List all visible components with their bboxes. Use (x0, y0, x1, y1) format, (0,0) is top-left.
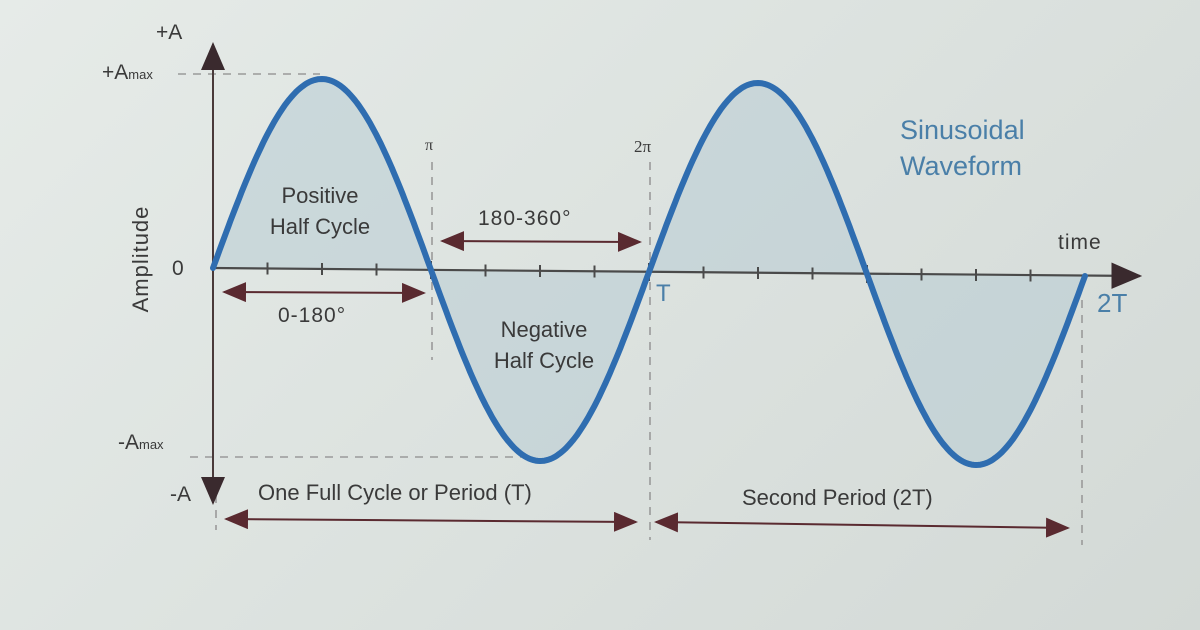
period-one-label: One Full Cycle or Period (T) (258, 480, 532, 505)
period-one-arrow (224, 509, 638, 532)
positive-line-2: Half Cycle (269, 214, 371, 239)
title-line-2: Waveform (900, 151, 1023, 181)
minus-amax-main: -A (118, 431, 139, 454)
plus-amax-sub: max (128, 67, 153, 82)
plus-amax-label: +Amax (102, 62, 153, 83)
range-180-360-arrow (440, 231, 642, 252)
range-0-180-arrow (222, 282, 426, 303)
minus-a-label: -A (170, 483, 191, 506)
amplitude-label: Amplitude (128, 205, 153, 313)
minus-amax-label: -Amax (118, 432, 164, 453)
two-pi-label: 2π (634, 137, 652, 156)
two-t-label: 2T (1097, 288, 1128, 318)
chart-title: Sinusoidal Waveform (900, 112, 1025, 184)
guide-lines (178, 73, 1083, 545)
positive-half-cycle-label: Positive Half Cycle (250, 180, 390, 242)
range-0-180-label: 0-180° (278, 304, 347, 327)
title-line-1: Sinusoidal (900, 115, 1025, 145)
plus-amax-main: +A (102, 61, 129, 84)
sine-wave (210, 76, 1088, 468)
zero-label: 0 (172, 257, 184, 280)
negative-half-cycle-label: Negative Half Cycle (474, 314, 614, 376)
range-180-360-label: 180-360° (478, 207, 572, 230)
negative-line-2: Half Cycle (493, 348, 595, 373)
period-two-arrow (654, 512, 1070, 538)
positive-line-1: Positive (281, 183, 359, 208)
pi-label: π (425, 137, 434, 154)
period-two-label: Second Period (2T) (742, 485, 933, 510)
plus-a-label: +A (156, 21, 183, 44)
negative-line-1: Negative (500, 317, 588, 342)
time-axis (212, 262, 1143, 289)
t-label: T (656, 280, 671, 307)
minus-amax-sub: max (139, 437, 164, 452)
time-label: time (1058, 231, 1102, 254)
